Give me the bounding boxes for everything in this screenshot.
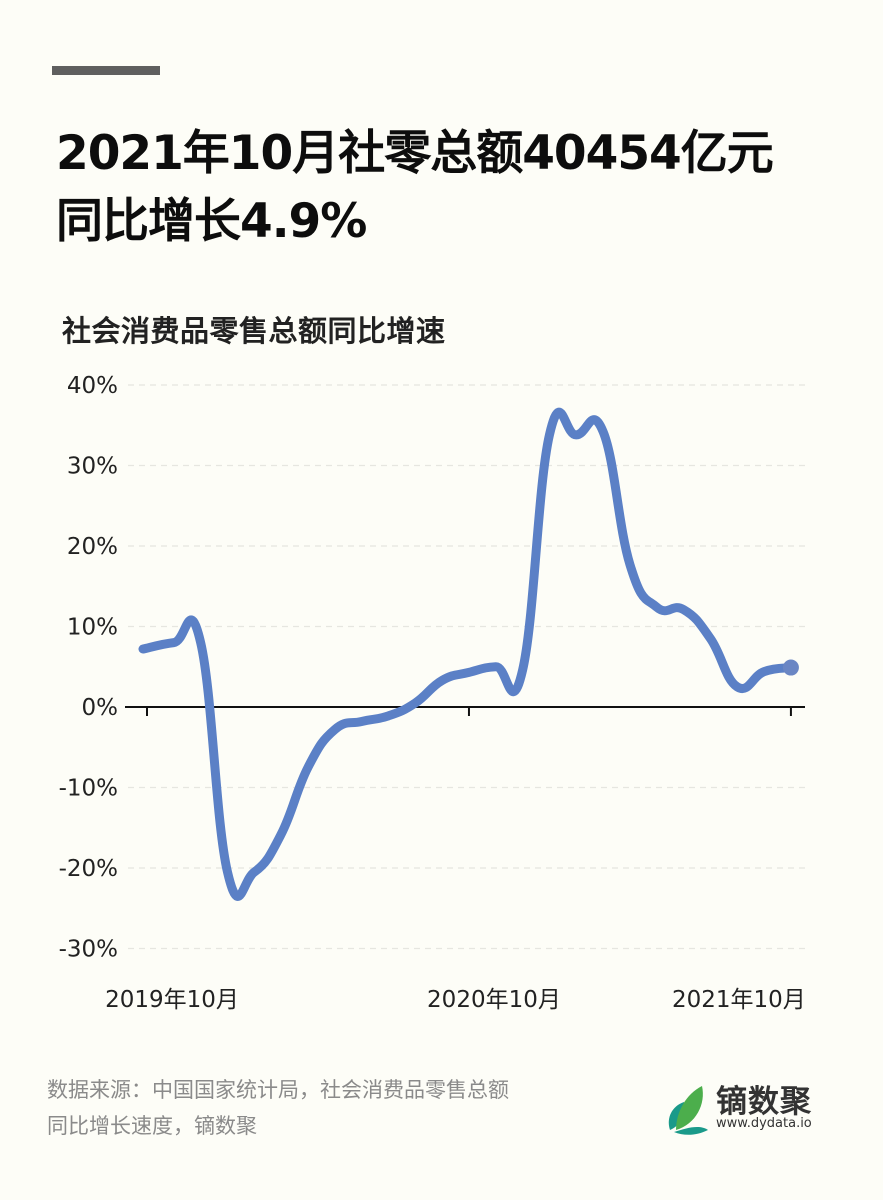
x-tick-label: 2019年10月 [105,987,239,1013]
y-tick-label: -30% [59,937,118,963]
x-tick-label: 2020年10月 [427,987,561,1013]
title-line-2: 同比增长4.9% [56,194,367,249]
accent-bar [52,66,160,75]
series-line [138,407,796,901]
y-tick-label: -20% [59,856,118,882]
y-tick-label: 10% [67,615,118,641]
y-tick-label: 30% [67,454,118,480]
leaf-logo-icon [668,1086,708,1135]
brand-url: www.dydata.io [716,1116,812,1131]
data-source-note: 数据来源：中国国家统计局，社会消费品零售总额 同比增长速度，镝数聚 [47,1072,637,1144]
source-line-1: 数据来源：中国国家统计局，社会消费品零售总额 [47,1078,509,1102]
brand-logo: 镝数聚 www.dydata.io [666,1076,826,1136]
x-axis: 2019年10月 2020年10月 2021年10月 [105,706,806,1013]
y-tick-label: 0% [82,695,119,721]
brand-name: 镝数聚 [716,1084,812,1120]
title-line-1: 2021年10月社零总额40454亿元 [56,126,774,181]
y-tick-label: 20% [67,534,118,560]
grid-lines [128,384,805,950]
source-line-2: 同比增长速度，镝数聚 [47,1114,257,1138]
line-chart: 40% 30% 20% 10% 0% -10% -20% -30% 2019年10月 2020年… [59,373,806,1013]
page-title: 2021年10月社零总额40454亿元 同比增长4.9% [56,120,856,256]
x-tick-label: 2021年10月 [672,987,806,1013]
y-tick-label: 40% [67,373,118,399]
y-axis-labels: 40% 30% 20% 10% 0% -10% -20% -30% [59,373,118,963]
y-tick-label: -10% [59,776,118,802]
chart-title: 社会消费品零售总额同比增速 [62,314,446,348]
end-point-marker [782,659,799,676]
